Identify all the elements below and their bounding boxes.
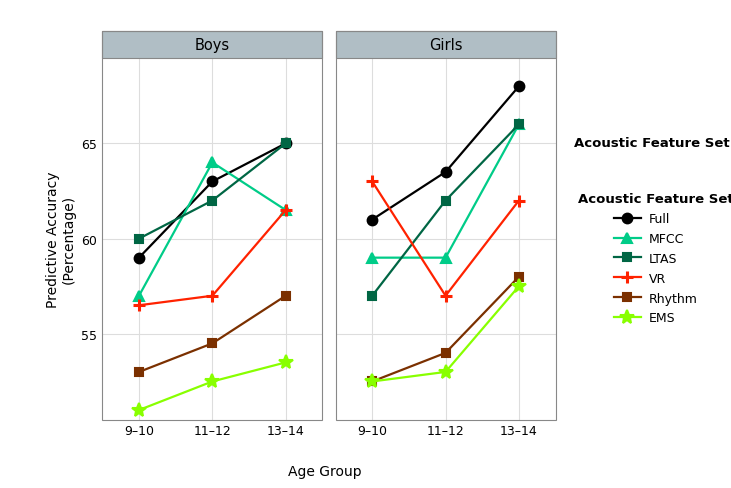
Text: Girls: Girls	[429, 38, 462, 53]
Legend: Full, MFCC, LTAS, VR, Rhythm, EMS: Full, MFCC, LTAS, VR, Rhythm, EMS	[573, 188, 731, 330]
Text: Acoustic Feature Set: Acoustic Feature Set	[574, 137, 730, 150]
Text: Age Group: Age Group	[289, 464, 362, 478]
Text: Boys: Boys	[194, 38, 230, 53]
Y-axis label: Predictive Accuracy
(Percentage): Predictive Accuracy (Percentage)	[46, 171, 76, 307]
